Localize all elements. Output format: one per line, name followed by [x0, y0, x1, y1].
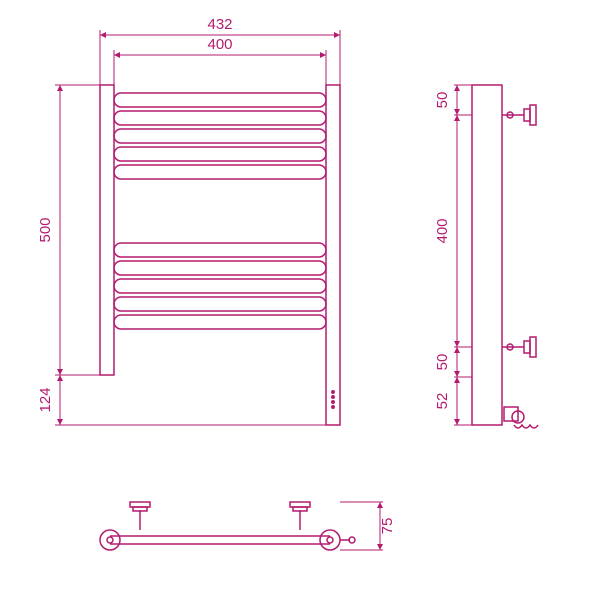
dimension-label: 75 [379, 518, 396, 535]
dimension-label: 432 [207, 16, 232, 33]
dimension-label: 124 [37, 387, 54, 412]
technical-drawing: 400 432 500 124 50 400 50 52 75 [0, 0, 600, 600]
dimension-label: 50 [434, 354, 451, 371]
dimension-label: 500 [37, 217, 54, 242]
dimension-label: 400 [207, 36, 232, 53]
dimension-label: 50 [434, 92, 451, 109]
dimension-label: 52 [434, 393, 451, 410]
dimension-label: 400 [434, 218, 451, 243]
